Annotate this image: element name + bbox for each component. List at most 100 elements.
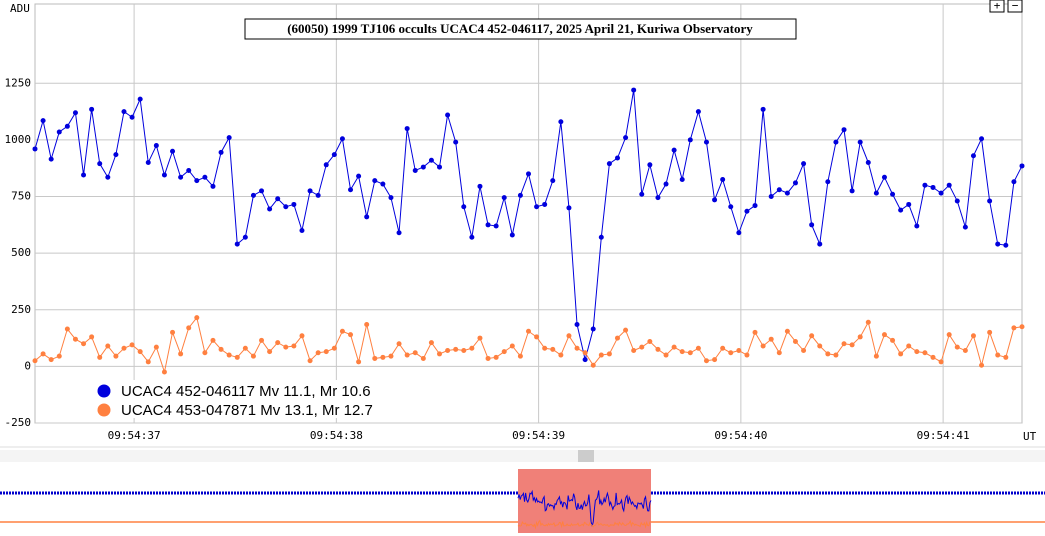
point: [226, 135, 232, 141]
point: [857, 334, 863, 340]
point: [752, 203, 758, 209]
point: [679, 349, 685, 355]
point: [32, 146, 38, 152]
point: [987, 198, 993, 204]
point: [97, 354, 103, 360]
point: [275, 196, 281, 202]
point: [954, 198, 960, 204]
point: [501, 349, 507, 355]
point: [720, 177, 726, 183]
point: [437, 351, 443, 357]
point: [299, 227, 305, 233]
point: [234, 241, 240, 247]
point: [32, 358, 38, 364]
point: [194, 178, 200, 184]
scrollbar-track[interactable]: [0, 450, 1045, 462]
point: [412, 167, 418, 173]
point: [137, 349, 143, 355]
scrollbar-handle[interactable]: [578, 450, 594, 462]
point: [364, 321, 370, 327]
point: [873, 353, 879, 359]
point: [914, 349, 920, 355]
point: [792, 180, 798, 186]
point: [801, 348, 807, 354]
zoom-out-label[interactable]: −: [1012, 0, 1019, 12]
point: [655, 346, 661, 352]
point: [712, 197, 718, 203]
point: [930, 184, 936, 190]
point: [881, 174, 887, 180]
zoom-in-button[interactable]: [989, 0, 1005, 13]
point: [372, 178, 378, 184]
point: [809, 333, 815, 339]
point: [323, 162, 329, 168]
point: [849, 188, 855, 194]
point: [663, 181, 669, 187]
point: [922, 182, 928, 188]
point: [566, 333, 572, 339]
point: [388, 353, 394, 359]
point: [679, 177, 685, 183]
point: [663, 352, 669, 358]
point: [250, 192, 256, 198]
point: [784, 190, 790, 196]
point: [542, 345, 548, 351]
y-tick-label: 750: [11, 190, 31, 203]
y-tick-label: 1250: [5, 76, 32, 89]
point: [453, 346, 459, 352]
point: [687, 350, 693, 356]
point: [339, 328, 345, 334]
point: [331, 152, 337, 158]
point: [995, 241, 1001, 247]
point: [582, 350, 588, 356]
point: [364, 214, 370, 220]
point: [64, 123, 70, 129]
point: [445, 112, 451, 118]
point: [776, 187, 782, 193]
point: [72, 110, 78, 116]
legend-label: UCAC4 453-047871 Mv 13.1, Mr 12.7: [121, 402, 373, 419]
point: [768, 194, 774, 200]
x-tick-label: 09:54:41: [917, 429, 970, 442]
point: [105, 174, 111, 180]
point: [501, 195, 507, 201]
legend-marker: [97, 403, 111, 417]
point: [40, 351, 46, 357]
point: [380, 181, 386, 187]
y-tick-label: 250: [11, 303, 31, 316]
navigator-line: [517, 519, 652, 530]
chart-title: (60050) 1999 TJ106 occults UCAC4 452-046…: [287, 21, 753, 36]
point: [962, 348, 968, 354]
y-tick-label: 1000: [5, 133, 32, 146]
point: [938, 359, 944, 365]
x-axis-label: UT: [1023, 430, 1037, 443]
point: [283, 204, 289, 210]
point: [736, 230, 742, 236]
title-box: [244, 18, 797, 40]
point: [550, 346, 556, 352]
point: [760, 343, 766, 349]
point: [744, 352, 750, 358]
point: [56, 353, 62, 359]
point: [809, 222, 815, 228]
point: [178, 351, 184, 357]
zoom-in-label[interactable]: +: [994, 0, 1001, 12]
point: [550, 178, 556, 184]
point: [267, 349, 273, 355]
legend-box: [90, 380, 406, 418]
point: [962, 224, 968, 230]
point: [890, 337, 896, 343]
zoom-out-button[interactable]: [1007, 0, 1023, 13]
point: [404, 352, 410, 358]
point: [590, 362, 596, 368]
point: [720, 345, 726, 351]
point: [226, 352, 232, 358]
point: [291, 201, 297, 207]
point: [267, 206, 273, 212]
x-tick-label: 09:54:40: [714, 429, 767, 442]
point: [1019, 324, 1025, 330]
point: [1019, 163, 1025, 169]
x-tick-label: 09:54:37: [108, 429, 161, 442]
point: [590, 326, 596, 332]
point: [242, 234, 248, 240]
